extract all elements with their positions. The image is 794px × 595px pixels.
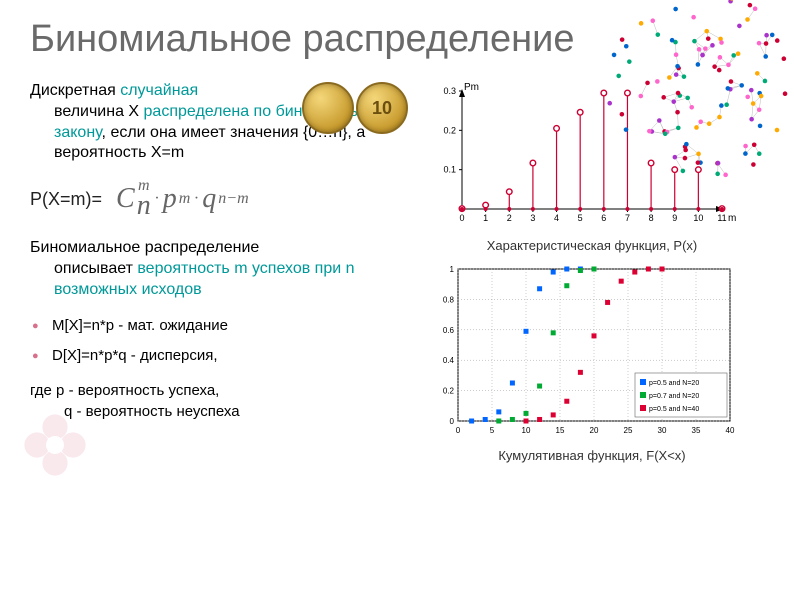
svg-text:2: 2 xyxy=(507,213,512,223)
svg-text:0.2: 0.2 xyxy=(443,125,456,135)
svg-text:15: 15 xyxy=(556,426,565,435)
slide-container: Биномиальное распределение 10 Дискретная… xyxy=(0,0,794,595)
formula-pm: m xyxy=(179,190,191,208)
list-item: M[X]=n*p - мат. ожидание xyxy=(30,314,400,338)
desc-text-2: описывает xyxy=(54,260,137,277)
svg-text:25: 25 xyxy=(624,426,633,435)
cdf-chart: 0 5 10 15 20 25 30 35 40 0 0.2 0.4 0.6 0.8 1 p=0.5 and … xyxy=(420,261,740,441)
svg-text:0.6: 0.6 xyxy=(443,326,455,335)
svg-text:p=0.5 and N=20: p=0.5 and N=20 xyxy=(649,380,699,387)
svg-text:0: 0 xyxy=(459,213,464,223)
formula: C m n · p m · q n−m xyxy=(116,178,249,220)
svg-text:11: 11 xyxy=(717,213,726,223)
svg-text:0.8: 0.8 xyxy=(443,295,455,304)
svg-text:9: 9 xyxy=(672,213,677,223)
coin-value: 10 xyxy=(356,82,408,134)
bullet-list: M[X]=n*p - мат. ожидание D[X]=n*p*q - ди… xyxy=(30,314,400,368)
formula-qnm: n−m xyxy=(218,190,248,208)
svg-text:0.1: 0.1 xyxy=(443,165,456,175)
svg-text:1: 1 xyxy=(450,265,455,274)
network-decoration xyxy=(604,0,794,180)
svg-text:6: 6 xyxy=(601,213,606,223)
desc-indent: описывает вероятность m успехов при n во… xyxy=(30,259,400,301)
def-text-1: Дискретная xyxy=(30,82,120,99)
list-item: D[X]=n*p*q - дисперсия, xyxy=(30,344,400,368)
svg-text:0.2: 0.2 xyxy=(443,387,455,396)
formula-Cmn: m n xyxy=(137,178,151,220)
flower-decoration xyxy=(10,400,100,490)
formula-row: P(X=m)= C m n · p m · q n−m xyxy=(30,178,400,220)
svg-text:0: 0 xyxy=(450,417,455,426)
svg-text:m: m xyxy=(728,213,736,224)
description-block: Биномиальное распределение описывает вер… xyxy=(30,238,400,300)
formula-op1: · xyxy=(155,190,159,208)
formula-op2: · xyxy=(194,190,198,208)
svg-text:5: 5 xyxy=(578,213,583,223)
svg-text:0: 0 xyxy=(456,426,461,435)
svg-text:40: 40 xyxy=(726,426,735,435)
svg-text:Pm: Pm xyxy=(464,82,479,93)
formula-label: P(X=m)= xyxy=(30,189,102,210)
formula-q: q xyxy=(202,183,216,215)
desc-text-1: Биномиальное распределение xyxy=(30,239,259,256)
svg-text:8: 8 xyxy=(649,213,654,223)
def-teal-1: случайная xyxy=(120,82,198,99)
svg-text:10: 10 xyxy=(693,213,703,223)
svg-text:0.3: 0.3 xyxy=(443,86,456,96)
svg-text:20: 20 xyxy=(590,426,599,435)
svg-text:3: 3 xyxy=(530,213,535,223)
svg-text:7: 7 xyxy=(625,213,630,223)
def-text-2: величина X xyxy=(54,103,144,120)
chart2-container: 0 5 10 15 20 25 30 35 40 0 0.2 0.4 0.6 0.8 1 p=0.5 and … xyxy=(420,261,764,463)
chart1-caption: Характеристическая функция, P(x) xyxy=(420,238,764,253)
svg-text:1: 1 xyxy=(483,213,488,223)
svg-text:p=0.7 and N=20: p=0.7 and N=20 xyxy=(649,393,699,400)
svg-text:5: 5 xyxy=(490,426,495,435)
svg-text:30: 30 xyxy=(658,426,667,435)
formula-C: C xyxy=(116,183,135,215)
coin-decoration: 10 xyxy=(302,82,408,134)
svg-text:0.4: 0.4 xyxy=(443,356,455,365)
footer-line1: где p - вероятность успеха, xyxy=(30,382,219,399)
chart2-caption: Кумулятивная функция, F(X<x) xyxy=(420,448,764,463)
svg-text:p=0.5 and N=40: p=0.5 and N=40 xyxy=(649,406,699,413)
coin-emblem xyxy=(302,82,354,134)
svg-text:10: 10 xyxy=(522,426,531,435)
svg-text:35: 35 xyxy=(692,426,701,435)
svg-text:4: 4 xyxy=(554,213,559,223)
formula-p: p xyxy=(163,183,177,215)
